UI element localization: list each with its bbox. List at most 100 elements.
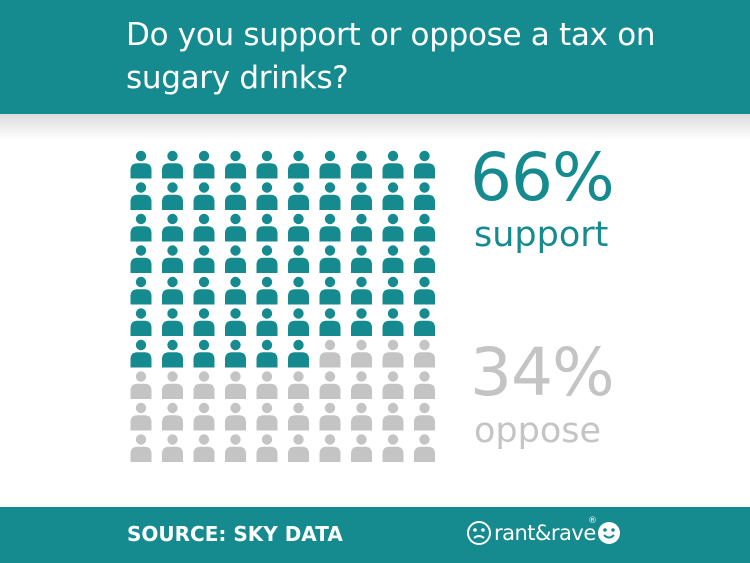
person-icon-support [319,308,341,336]
person-icon-support [382,245,404,273]
person-icon-oppose [256,371,278,399]
person-icon-grid [130,150,435,462]
person-icon-oppose [193,371,215,399]
person-icon-support [288,150,309,179]
person-icon-support [414,276,435,305]
person-icon-support [414,150,435,179]
person-icon-support [382,276,404,305]
person-icon-support [414,308,435,336]
person-icon-support [130,213,152,242]
rant-and-rave-logo: rant&rave ® [466,512,626,556]
person-icon-support [130,276,152,305]
person-icon-support [256,182,278,210]
person-icon-oppose [162,402,183,431]
person-icon-support [414,245,435,273]
person-icon-support [256,276,278,305]
person-icon-support [256,245,278,273]
person-icon-oppose [382,402,404,431]
person-icon-support [162,308,183,336]
person-icon-support [162,213,183,242]
registered-mark: ® [588,516,597,526]
person-icon-oppose [193,402,215,431]
person-icon-oppose [319,434,341,462]
person-icon-oppose [193,434,215,462]
person-icon-support [162,182,183,210]
person-icon-support [162,245,183,273]
person-icon-oppose [288,434,309,462]
person-icon-oppose [162,434,183,462]
person-icon-support [288,339,309,368]
oppose-percentage: 34% [470,334,615,411]
chart-title: Do you support or oppose a tax on sugary… [126,17,656,96]
person-icon-oppose [319,339,341,368]
person-icon-support [193,245,215,273]
person-icon-oppose [319,402,341,431]
person-icon-support [225,308,246,336]
person-icon-support [351,150,372,179]
sad-face-icon [467,521,491,545]
header-banner: Do you support or oppose a tax on sugary… [0,0,750,114]
person-icon-oppose [351,402,372,431]
person-icon-support [193,150,215,179]
person-icon-support [288,213,309,242]
person-icon-support [288,276,309,305]
person-icon-support [319,213,341,242]
person-icon-support [382,150,404,179]
person-icon-support [288,308,309,336]
person-icon-support [130,245,152,273]
person-icon-support [225,245,246,273]
person-icon-oppose [130,371,152,399]
person-icon-support [225,213,246,242]
person-icon-support [162,339,183,368]
person-icon-support [225,150,246,179]
person-icon-support [225,182,246,210]
person-icon-oppose [319,371,341,399]
person-icon-support [414,213,435,242]
oppose-label: oppose [474,411,602,451]
person-icon-oppose [225,371,246,399]
header-shadow [0,114,750,140]
person-icon-support [193,213,215,242]
happy-face-icon [598,522,620,544]
person-icon-oppose [256,434,278,462]
person-icon-support [193,339,215,368]
person-icon-oppose [256,402,278,431]
person-icon-oppose [130,402,152,431]
person-icon-support [193,308,215,336]
person-icon-oppose [414,371,435,399]
support-label: support [474,215,609,255]
person-icon-support [351,182,372,210]
person-icon-support [193,276,215,305]
person-icon-oppose [414,402,435,431]
person-icon-support [225,339,246,368]
person-icon-oppose [382,434,404,462]
person-icon-support [351,276,372,305]
person-icon-support [162,150,183,179]
person-icon-oppose [414,434,435,462]
person-icon-support [288,182,309,210]
person-icon-support [225,276,246,305]
person-icon-support [351,308,372,336]
person-icon-oppose [225,402,246,431]
source-credit: SOURCE: SKY DATA [127,522,343,546]
person-icon-support [351,245,372,273]
person-icon-oppose [414,339,435,368]
person-icon-oppose [351,339,372,368]
person-icon-support [319,182,341,210]
person-icon-support [130,150,152,179]
person-icon-support [351,213,372,242]
person-icon-support [256,339,278,368]
person-icon-support [382,308,404,336]
support-percentage: 66% [470,139,615,216]
person-icon-support [382,213,404,242]
footer-bar: SOURCE: SKY DATA rant&rave ® [0,507,750,563]
person-icon-oppose [351,371,372,399]
person-icon-support [130,182,152,210]
person-icon-oppose [288,371,309,399]
logo-wordmark: rant&rave [494,521,596,545]
person-icon-oppose [382,371,404,399]
person-icon-support [319,150,341,179]
person-icon-oppose [382,339,404,368]
person-icon-support [256,213,278,242]
